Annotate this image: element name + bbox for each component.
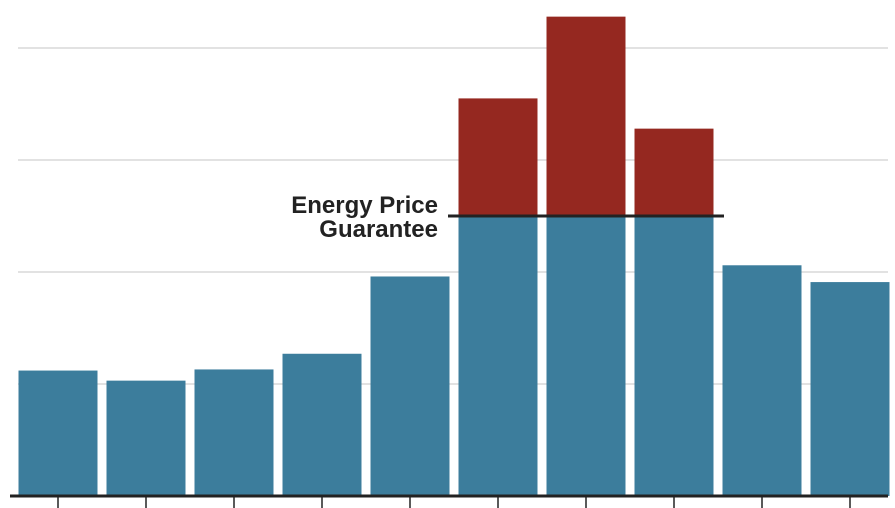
reference-label: Energy Price — [291, 192, 438, 219]
bar-segment — [282, 353, 362, 496]
bar-segment — [106, 380, 186, 496]
bar-segment — [634, 128, 714, 216]
bar-segment — [458, 98, 538, 216]
bar-segment — [810, 282, 890, 496]
bar-segment — [546, 216, 626, 496]
bar-segment — [722, 265, 802, 496]
reference-label: Guarantee — [319, 216, 438, 243]
bar-segment — [370, 276, 450, 496]
bar-segment — [634, 216, 714, 496]
bar-segment — [18, 370, 98, 496]
bar-segment — [546, 16, 626, 216]
bar-segment — [458, 216, 538, 496]
bar-segment — [194, 369, 274, 496]
